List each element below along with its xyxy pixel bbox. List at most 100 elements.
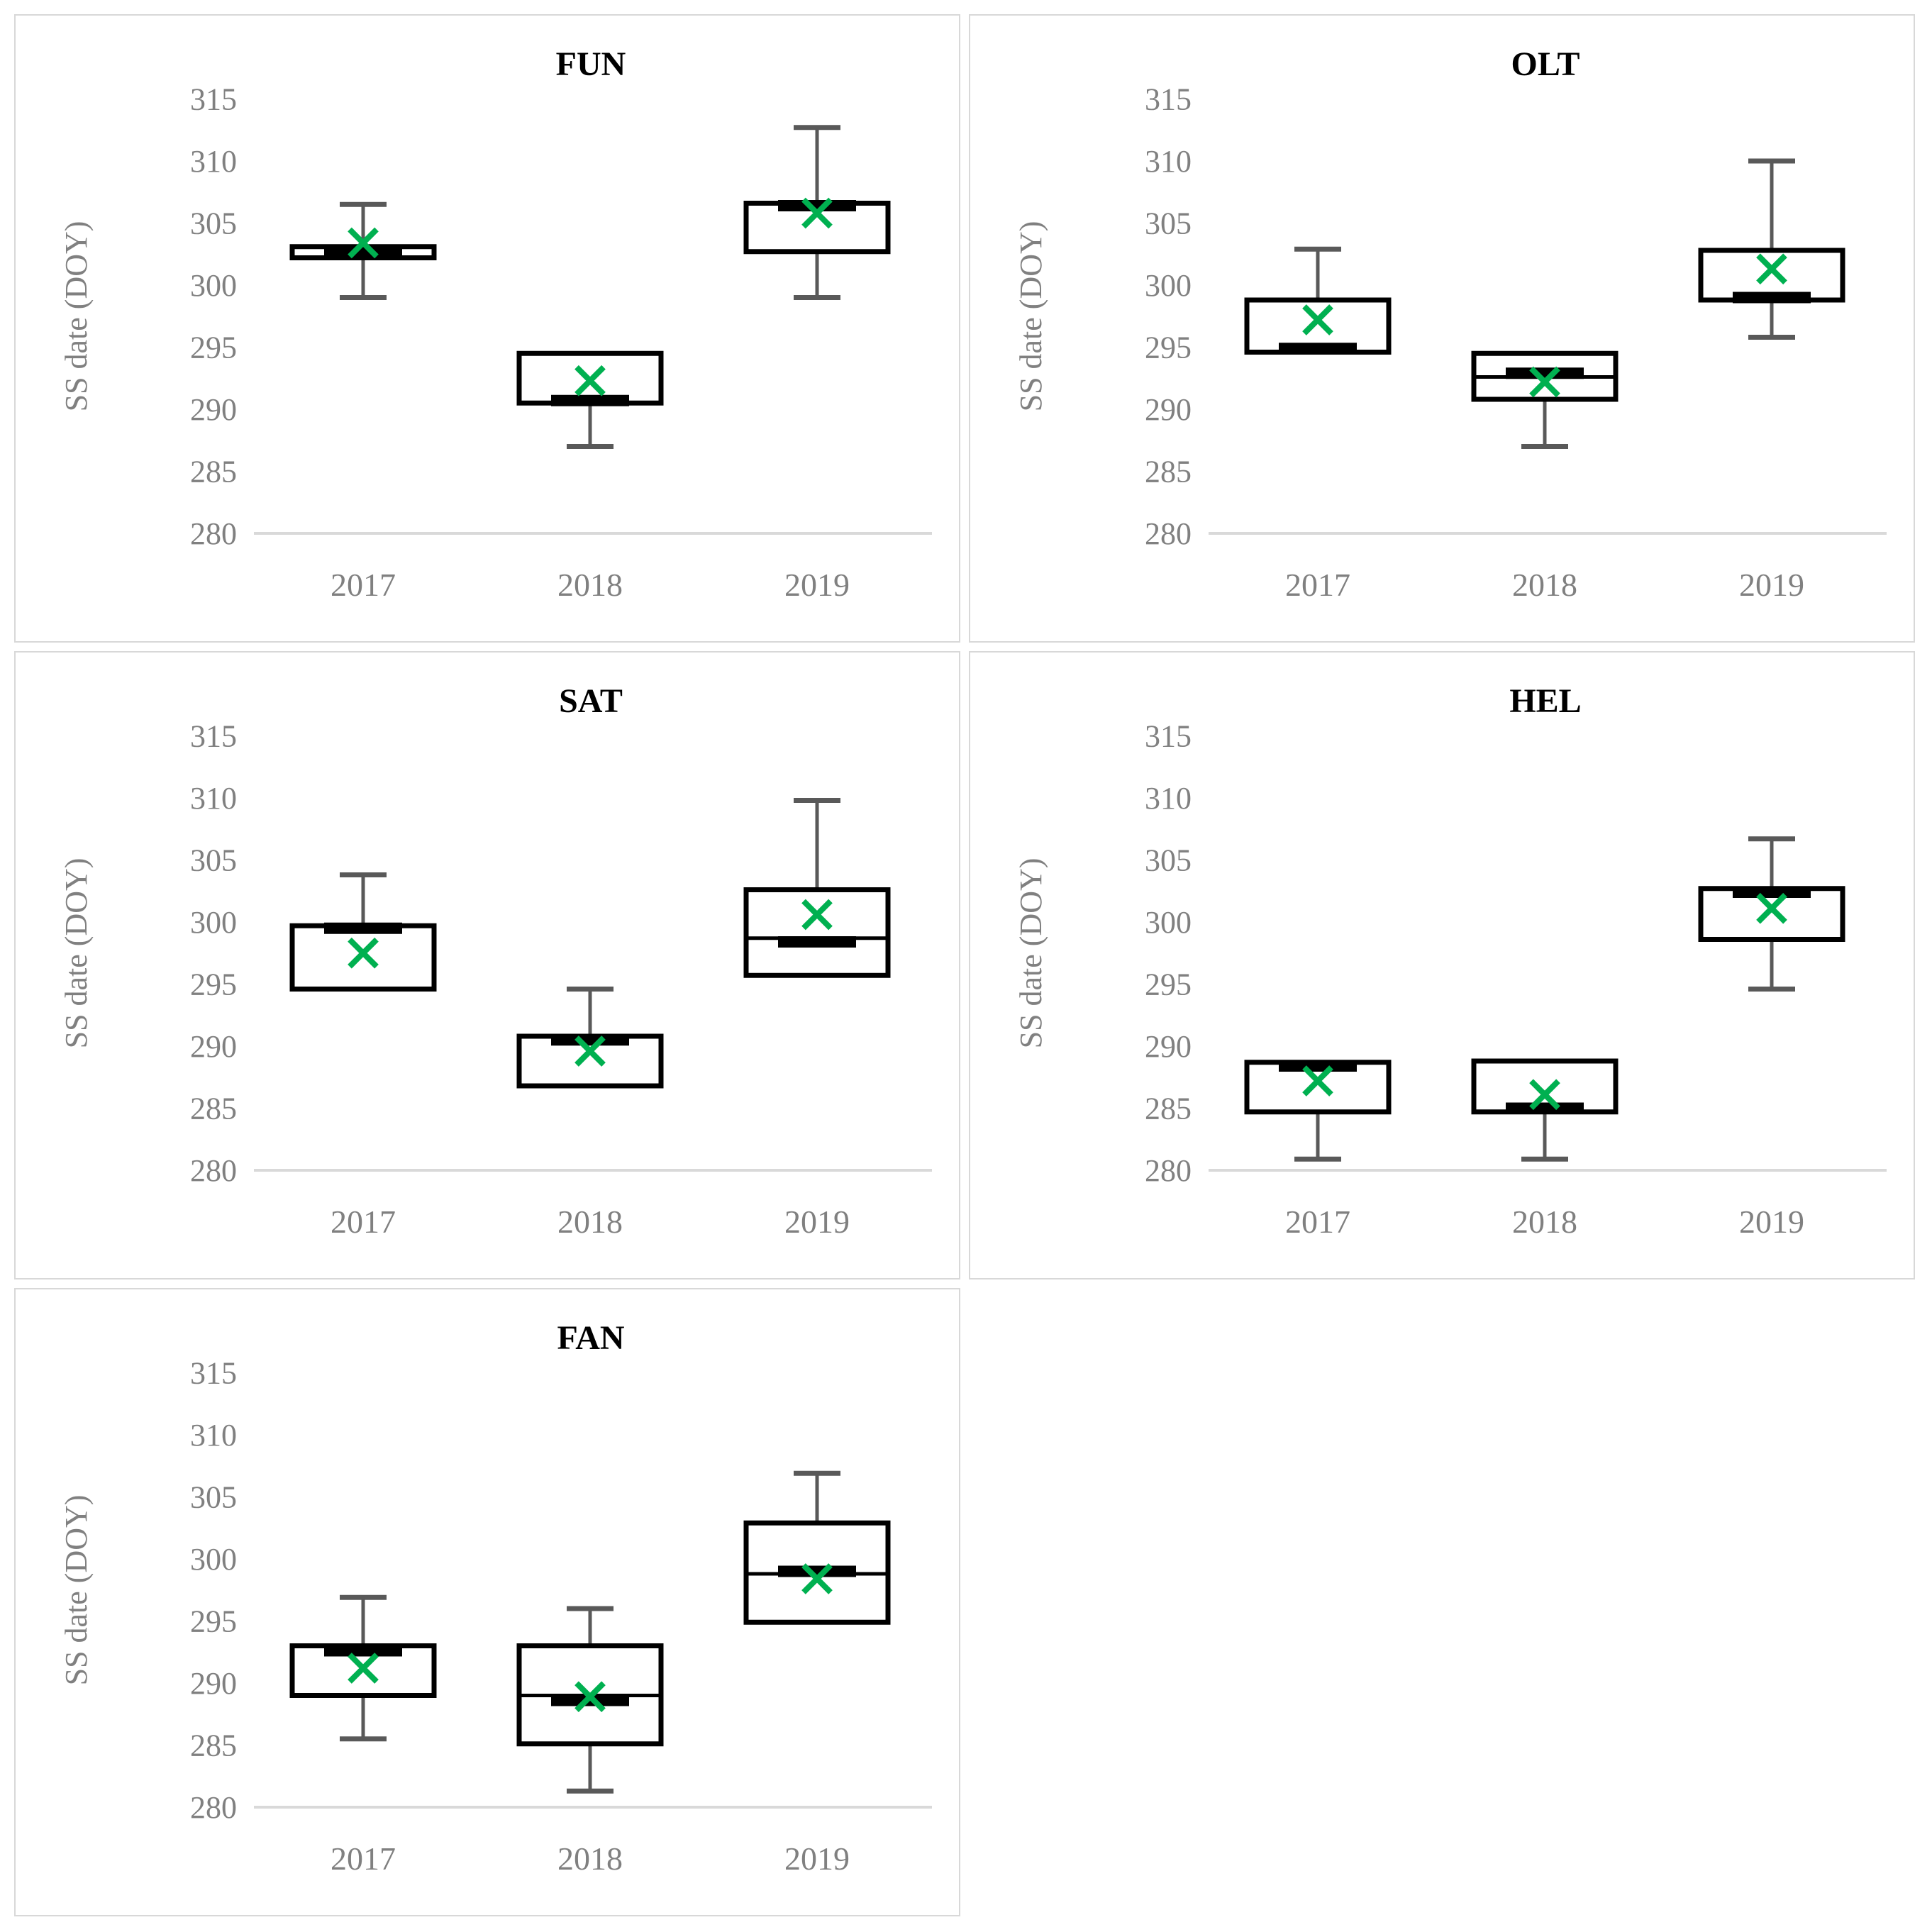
y-tick-label: 310 <box>190 781 237 816</box>
y-axis-title: SS date (DOY) <box>1014 858 1048 1049</box>
y-tick-label: 290 <box>190 1666 237 1701</box>
y-tick-label: 315 <box>1145 719 1192 754</box>
box-group-2019 <box>1698 158 1845 340</box>
x-category-label: 2019 <box>784 1841 850 1877</box>
y-tick-label: 290 <box>1145 392 1192 427</box>
box-group-2017 <box>1244 1060 1392 1162</box>
median-dash <box>324 922 402 934</box>
y-tick-label: 315 <box>190 82 237 117</box>
x-category-label: 2018 <box>557 567 623 603</box>
mean-x-marker <box>574 1036 606 1067</box>
mean-x-marker <box>1756 253 1787 285</box>
y-tick-label: 290 <box>190 1029 237 1064</box>
median-dash <box>324 247 402 259</box>
boxplot-svg-SAT: SAT 315 310 305 300 295 290 285 280 SS date (DOY)… <box>59 682 932 1240</box>
mean-x-marker <box>348 227 379 259</box>
x-category-label: 2018 <box>1512 1204 1577 1240</box>
y-tick-label: 290 <box>1145 1029 1192 1064</box>
boxplot-svg-OLT: OLT 315 310 305 300 295 290 285 280 SS date (DOY)… <box>1014 45 1887 603</box>
y-tick-label: 300 <box>190 905 237 940</box>
panel-title: FAN <box>557 1319 624 1357</box>
median-dash <box>778 200 856 211</box>
mean-x-marker <box>1302 1065 1333 1097</box>
median-dash <box>551 394 629 406</box>
boxplot-svg-FUN: FUN 315 310 305 300 295 290 285 280 SS date (DOY)… <box>59 45 932 603</box>
box-group-2017 <box>289 201 437 300</box>
median-dash <box>1733 292 1811 304</box>
median-dash <box>1506 367 1584 379</box>
y-tick-label: 285 <box>190 1728 237 1763</box>
x-category-label: 2018 <box>1512 567 1577 603</box>
y-tick-label: 290 <box>190 392 237 427</box>
x-category-label: 2017 <box>1285 567 1350 603</box>
boxplot-svg-HEL: HEL 315 310 305 300 295 290 285 280 SS date (DOY)… <box>1014 682 1887 1240</box>
y-tick-label: 295 <box>1145 967 1192 1002</box>
y-tick-label: 305 <box>1145 843 1192 878</box>
y-axis-title: SS date (DOY) <box>59 858 94 1049</box>
mean-x-marker <box>1302 304 1333 335</box>
y-tick-label: 295 <box>190 967 237 1002</box>
x-category-label: 2018 <box>557 1841 623 1877</box>
y-tick-label: 300 <box>190 1542 237 1577</box>
box-group-2018 <box>516 1606 664 1794</box>
y-tick-label: 310 <box>1145 781 1192 816</box>
y-tick-label: 305 <box>190 843 237 878</box>
box-group-2019 <box>743 1470 891 1625</box>
x-category-label: 2019 <box>1739 1204 1804 1240</box>
box-rect <box>289 923 437 992</box>
x-category-label: 2019 <box>784 567 850 603</box>
panel-HEL: HEL 315 310 305 300 295 290 285 280 SS date (DOY)… <box>969 651 1915 1279</box>
y-tick-label: 305 <box>1145 206 1192 241</box>
y-tick-label: 280 <box>190 1790 237 1825</box>
panel-title: FUN <box>556 45 626 83</box>
y-axis-title: SS date (DOY) <box>1014 221 1048 412</box>
median-dash <box>551 1034 629 1046</box>
mean-x-marker <box>574 1681 606 1713</box>
mean-x-marker <box>801 899 833 931</box>
median-dash <box>1279 343 1357 355</box>
y-tick-label: 315 <box>190 719 237 754</box>
y-tick-label: 280 <box>1145 1153 1192 1188</box>
mean-x-marker <box>1529 1079 1560 1111</box>
median-dash <box>1279 1060 1357 1072</box>
box-group-2018 <box>1471 350 1619 449</box>
panel-title: SAT <box>559 682 623 720</box>
median-dash <box>1506 1102 1584 1114</box>
y-tick-label: 285 <box>190 455 237 489</box>
box-group-2018 <box>516 350 664 449</box>
x-category-label: 2019 <box>1739 567 1804 603</box>
x-category-label: 2017 <box>1285 1204 1350 1240</box>
box-group-2018 <box>1471 1058 1619 1162</box>
mean-x-marker <box>574 365 606 396</box>
box-group-2017 <box>289 1594 437 1742</box>
mean-x-marker <box>1529 366 1560 398</box>
box-group-2017 <box>1244 246 1392 355</box>
y-tick-label: 295 <box>190 331 237 365</box>
y-tick-label: 285 <box>1145 1092 1192 1126</box>
y-tick-label: 315 <box>1145 82 1192 117</box>
mean-x-marker <box>801 197 833 229</box>
y-tick-label: 305 <box>190 1480 237 1515</box>
median-dash <box>778 936 856 948</box>
panel-FUN: FUN 315 310 305 300 295 290 285 280 SS date (DOY)… <box>14 14 960 643</box>
box-group-2019 <box>743 125 891 300</box>
panel-SAT: SAT 315 310 305 300 295 290 285 280 SS date (DOY)… <box>14 651 960 1279</box>
y-tick-label: 305 <box>190 206 237 241</box>
y-tick-label: 285 <box>1145 455 1192 489</box>
y-tick-label: 280 <box>190 1153 237 1188</box>
y-tick-label: 280 <box>190 516 237 551</box>
y-tick-label: 310 <box>1145 144 1192 179</box>
y-tick-label: 280 <box>1145 516 1192 551</box>
x-category-label: 2017 <box>331 1841 396 1877</box>
box-group-2018 <box>516 987 664 1089</box>
panel-OLT: OLT 315 310 305 300 295 290 285 280 SS date (DOY)… <box>969 14 1915 643</box>
y-axis-title: SS date (DOY) <box>59 221 94 412</box>
median-dash <box>324 1645 402 1657</box>
panel-title: HEL <box>1509 682 1581 720</box>
mean-x-marker <box>1756 892 1787 924</box>
y-tick-label: 315 <box>190 1356 237 1391</box>
y-axis-title: SS date (DOY) <box>59 1495 94 1686</box>
box-group-2019 <box>743 798 891 978</box>
x-category-label: 2017 <box>331 567 396 603</box>
